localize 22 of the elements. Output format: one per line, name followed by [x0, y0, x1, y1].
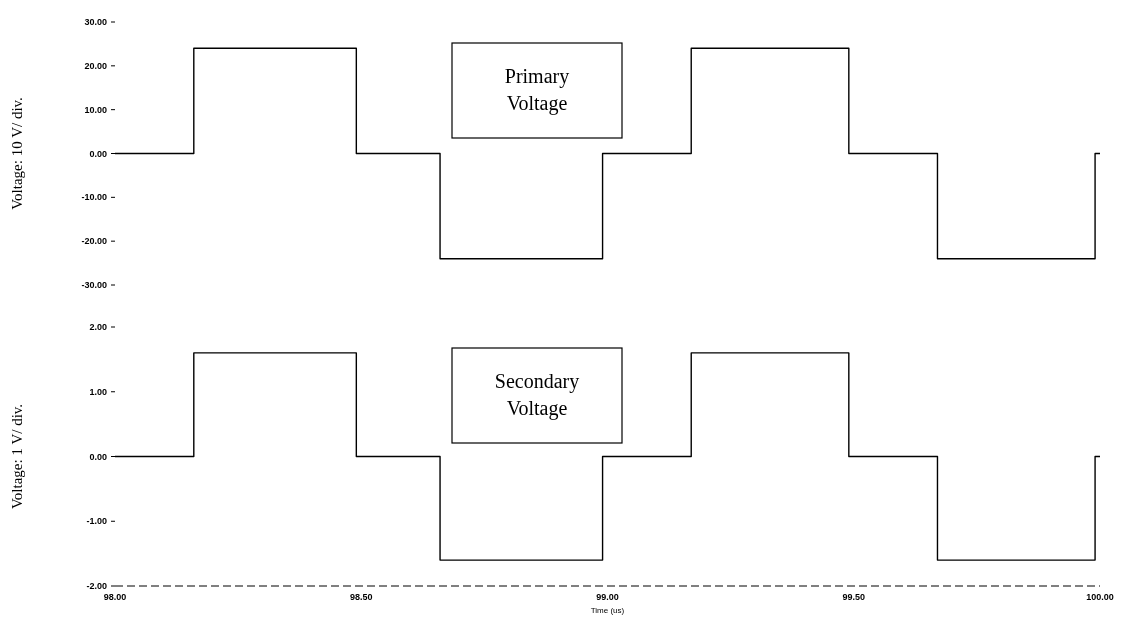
y-tick-label: -10.00	[81, 192, 107, 203]
y-tick-label: 10.00	[84, 104, 107, 115]
x-tick-label: 98.50	[349, 592, 373, 602]
x-tick-label: 99.50	[842, 592, 866, 602]
y-tick-label: 20.00	[84, 60, 107, 71]
y-tick-label: 1.00	[89, 386, 107, 397]
y-tick-label: -2.00	[86, 581, 107, 592]
y-tick-label: 30.00	[84, 17, 107, 28]
x-tick-label: 100.00	[1086, 592, 1114, 602]
y-tick-label: 2.00	[89, 322, 107, 333]
y-tick-label: 0.00	[89, 148, 107, 159]
x-axis-title: Time (us)	[590, 606, 625, 615]
x-tick-label: 99.00	[596, 592, 619, 602]
y-tick-label: -20.00	[81, 236, 107, 247]
y-axis-title: Voltage: 1 V/ div.	[9, 403, 25, 510]
x-tick-label: 98.00	[103, 592, 127, 602]
y-axis-title: Voltage: 10 V/ div.	[9, 97, 25, 210]
y-tick-label: -30.00	[81, 280, 107, 291]
annotation: Primary Voltage	[504, 65, 570, 115]
y-tick-label: 0.00	[89, 451, 107, 462]
y-tick-label: -1.00	[86, 516, 107, 527]
annotation: Secondary Voltage	[494, 370, 580, 420]
